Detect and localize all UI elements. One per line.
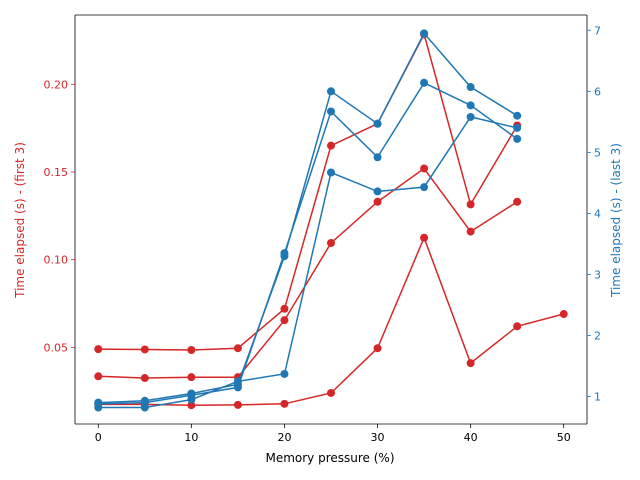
right-y-tick-label: 5 (594, 146, 601, 159)
series-6-point (513, 123, 522, 132)
series-2-point (466, 227, 475, 236)
left-y-tick-label: 0.10 (44, 254, 69, 267)
right-y-tick-label: 6 (594, 85, 601, 98)
x-tick-label: 10 (184, 431, 198, 444)
series-1-point (233, 344, 242, 353)
series-line-4 (98, 31, 518, 404)
series-6-point (373, 187, 382, 196)
series-1-point (187, 345, 196, 354)
series-3-point (373, 344, 382, 353)
x-tick-label: 0 (95, 431, 102, 444)
series-6-point (233, 377, 242, 386)
series-3-point (513, 322, 522, 331)
ticks: 0 10 20 30 40 50 0.05 0.10 0.15 0.20 1 2 3 4 5 6 7 (44, 24, 602, 444)
series-line-2 (98, 167, 518, 379)
series-4-point (327, 87, 335, 96)
series-4-point (420, 29, 429, 38)
x-tick-label: 50 (557, 431, 571, 444)
series-1-point (280, 304, 289, 313)
series-2-point (513, 197, 522, 206)
series-1-point (140, 345, 149, 354)
series-5-point (513, 134, 522, 143)
series-5-point (233, 383, 242, 392)
series-6-point (140, 403, 149, 412)
x-tick-label: 30 (371, 431, 385, 444)
left-axis-label: Time elapsed (s) - (first 3) (13, 142, 27, 299)
series-3-point (559, 310, 568, 319)
series-line-5 (98, 81, 518, 405)
series-2-point (94, 372, 103, 381)
series-5-point (327, 107, 335, 116)
series-3-point (420, 233, 429, 242)
series-1-point (466, 200, 475, 209)
plot-lines (94, 29, 568, 412)
left-y-tick-label: 0.15 (44, 166, 69, 179)
series-6-point (94, 403, 103, 412)
series-3-point (187, 401, 196, 410)
series-6-point (187, 395, 196, 404)
left-y-tick-label: 0.05 (44, 341, 69, 354)
series-6-point (280, 369, 289, 378)
series-line-1 (98, 32, 518, 351)
series-3-point (233, 400, 242, 409)
series-1-point (327, 141, 335, 150)
series-6-point (466, 112, 475, 121)
series-4-point (466, 83, 475, 92)
series-1-point (94, 345, 103, 354)
series-4-point (373, 119, 382, 128)
series-2-point (373, 197, 382, 206)
right-axis-label: Time elapsed (s) - (last 3) (609, 143, 623, 298)
series-3-point (466, 359, 475, 368)
x-tick-label: 40 (464, 431, 478, 444)
series-5-point (373, 153, 382, 162)
right-y-tick-label: 4 (594, 207, 601, 220)
axes-frame (74, 14, 588, 425)
series-6-point (420, 183, 429, 192)
series-5-point (280, 249, 289, 258)
right-y-tick-label: 2 (594, 329, 601, 342)
series-5-point (466, 101, 475, 110)
right-y-tick-label: 1 (594, 391, 601, 404)
series-3-point (327, 388, 335, 397)
left-y-tick-label: 0.20 (44, 78, 69, 91)
series-2-point (280, 316, 289, 325)
series-3-point (280, 399, 289, 408)
series-6-point (327, 168, 335, 177)
series-line-6 (98, 116, 518, 409)
series-2-point (187, 373, 196, 382)
series-4-point (513, 111, 522, 120)
series-5-point (420, 78, 429, 87)
right-y-tick-label: 3 (594, 268, 601, 281)
x-tick-label: 20 (277, 431, 291, 444)
series-2-point (420, 164, 429, 173)
x-axis-label: Memory pressure (%) (265, 451, 394, 465)
series-2-point (327, 239, 335, 248)
series-line-3 (98, 235, 564, 406)
right-y-tick-label: 7 (594, 24, 601, 37)
series-2-point (140, 374, 149, 383)
